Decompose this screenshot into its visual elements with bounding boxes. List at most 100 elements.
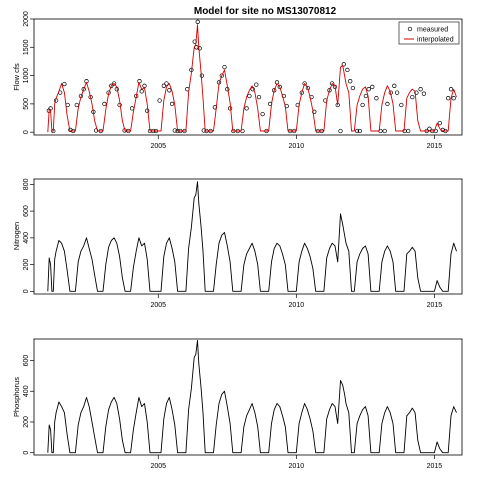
data-point: [222, 64, 227, 70]
y-tick-label: 600: [23, 205, 30, 217]
x-tick-label: 2010: [289, 463, 305, 470]
data-point: [327, 88, 332, 93]
data-point: [448, 87, 454, 92]
data-point: [277, 84, 282, 90]
y-tick-label: 200: [23, 259, 30, 271]
data-point: [350, 85, 356, 91]
data-point: [169, 101, 175, 107]
legend-interpolated-label: interpolated: [417, 37, 454, 44]
data-point: [93, 128, 99, 133]
data-point: [109, 83, 114, 88]
series-line: [47, 181, 457, 292]
y-tick-label: 800: [23, 178, 30, 190]
y-tick-label: 2000: [23, 11, 30, 27]
legend-measured-marker: [407, 26, 413, 32]
data-point: [446, 96, 451, 101]
data-point: [68, 127, 73, 133]
series-layer: [47, 181, 457, 292]
chart-title: Model for site no MS13070812: [194, 6, 337, 17]
data-point: [247, 93, 252, 99]
data-point: [406, 128, 411, 134]
data-point: [330, 81, 335, 86]
data-point: [145, 108, 150, 113]
y-axis-label: Phosphorus: [12, 377, 21, 417]
y-tick-label: 400: [23, 232, 30, 244]
data-point: [129, 106, 135, 111]
nitrogen-panel: 2005 2010 2015 0 200 400 600 800 Nitrogen: [12, 178, 463, 309]
y-tick-label: 1500: [23, 39, 30, 55]
data-point: [62, 81, 67, 87]
data-point: [354, 128, 360, 134]
data-point: [74, 102, 79, 108]
plot-frame: [33, 18, 463, 136]
x-axis: 2005 2010 2015: [150, 135, 442, 150]
data-point: [244, 106, 249, 111]
data-point: [197, 46, 202, 51]
data-point: [172, 128, 177, 133]
data-point: [167, 88, 172, 93]
y-axis: 0 200 400 600: [23, 355, 34, 455]
data-point: [437, 120, 443, 126]
data-point: [341, 62, 346, 67]
data-point: [414, 90, 419, 95]
y-tick-label: 0: [23, 130, 30, 134]
y-tick-label: 200: [23, 416, 30, 428]
series-layer: [47, 340, 457, 454]
data-point: [81, 87, 86, 92]
data-point: [139, 89, 144, 94]
data-point: [219, 73, 224, 78]
data-point: [360, 102, 365, 108]
y-axis: 0 200 400 600 800: [23, 178, 34, 293]
data-point: [312, 109, 317, 114]
y-tick-label: 500: [23, 98, 30, 110]
data-point: [363, 93, 369, 99]
y-tick-label: 0: [23, 451, 30, 455]
data-point: [348, 79, 353, 84]
data-point: [338, 128, 343, 134]
data-point: [195, 19, 200, 24]
x-axis: 2005 2010 2015: [150, 294, 442, 309]
x-tick-label: 2015: [427, 302, 443, 309]
data-point: [111, 81, 117, 86]
data-point: [370, 84, 375, 90]
data-point: [385, 101, 390, 107]
data-point: [357, 128, 362, 134]
data-point: [164, 81, 169, 86]
legend: measured interpolated: [398, 21, 460, 45]
x-tick-label: 2005: [150, 463, 166, 470]
data-point: [161, 83, 166, 88]
y-tick-label: 600: [23, 355, 30, 367]
data-point: [399, 102, 404, 108]
data-point: [142, 83, 147, 88]
legend-measured-label: measured: [417, 27, 448, 34]
y-tick-label: 400: [23, 385, 30, 397]
y-tick-label: 1000: [23, 68, 30, 84]
data-point: [392, 83, 397, 88]
series-line: [47, 340, 457, 454]
flow-panel: Model for site no MS13070812 2005 2010 201…: [12, 6, 463, 150]
plot-frame: [33, 178, 463, 295]
x-tick-label: 2015: [427, 143, 443, 150]
x-tick-label: 2005: [150, 302, 166, 309]
interpolated-line: [47, 24, 457, 133]
x-tick-label: 2010: [289, 302, 305, 309]
data-point: [102, 101, 107, 107]
x-axis: 2005 2010 2015: [150, 455, 442, 470]
data-point: [451, 96, 456, 101]
y-axis-label: Flow cfs: [12, 63, 21, 91]
data-point: [256, 94, 262, 100]
data-point: [199, 73, 205, 78]
data-point: [345, 67, 350, 73]
data-point: [374, 96, 379, 101]
plot-frame: [33, 338, 463, 456]
x-tick-label: 2005: [150, 143, 166, 150]
x-tick-label: 2010: [289, 143, 305, 150]
y-axis-label: Nitrogen: [12, 222, 21, 250]
data-point: [421, 91, 427, 96]
data-point: [137, 79, 142, 84]
data-point: [410, 94, 415, 100]
data-point: [382, 128, 387, 134]
y-axis: 0 500 1000 1500 2000: [23, 11, 34, 134]
data-point: [260, 111, 265, 117]
